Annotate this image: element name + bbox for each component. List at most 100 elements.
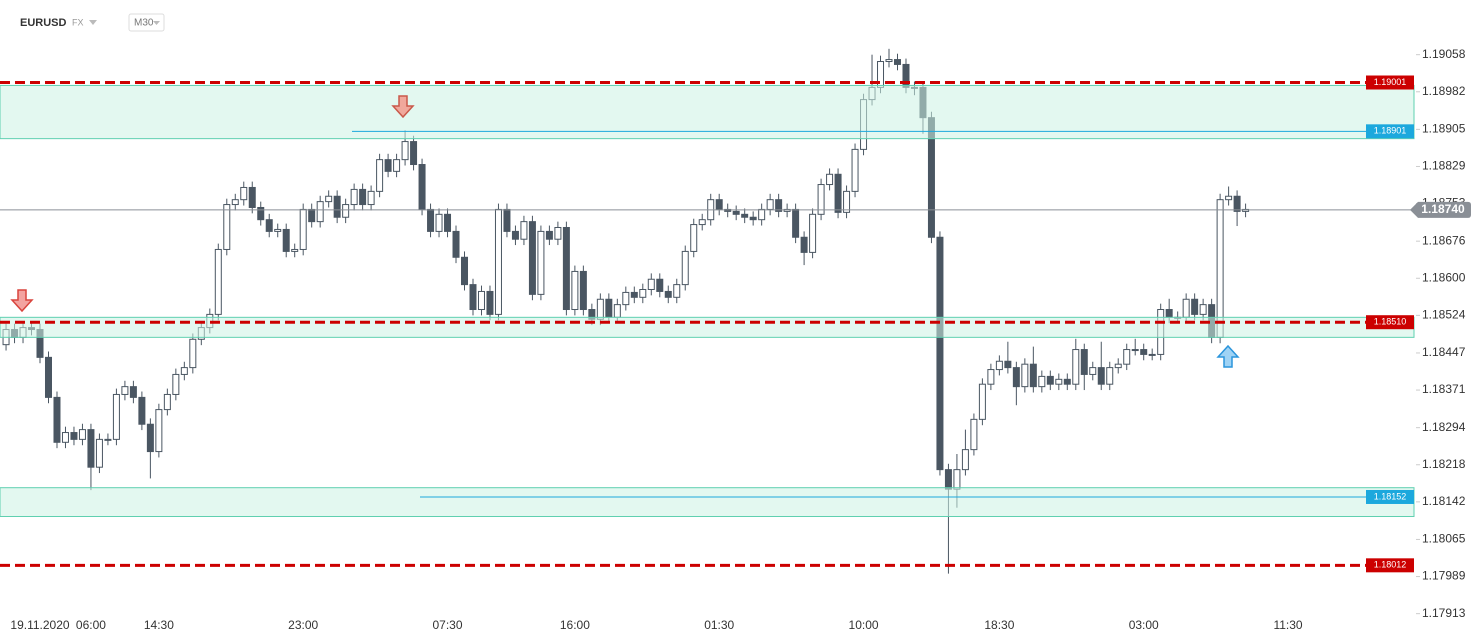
level-label-box xyxy=(1366,124,1414,139)
candle-body xyxy=(367,190,375,206)
candle-body xyxy=(673,284,681,298)
level-label: 1.18510 xyxy=(1374,317,1407,327)
candle-body xyxy=(308,208,316,223)
candle-body xyxy=(554,226,562,240)
candle-body xyxy=(1140,349,1148,355)
candle-body xyxy=(1216,199,1224,338)
candle-body xyxy=(1191,298,1199,315)
interval-caret xyxy=(153,21,160,25)
level-label-box xyxy=(1366,75,1414,90)
x-tick-label: 01:30 xyxy=(704,618,734,632)
candle-body xyxy=(214,248,222,315)
candle-body xyxy=(444,213,452,232)
candle-body xyxy=(61,432,69,443)
y-tick-label: 1.18447 xyxy=(1422,345,1466,359)
candle-body xyxy=(944,469,952,490)
candle-body xyxy=(231,199,239,206)
current-price-badge xyxy=(1410,201,1471,218)
x-tick-label: 14:30 xyxy=(144,618,174,632)
candle-body xyxy=(418,164,426,210)
candle-body xyxy=(1106,367,1114,385)
candle-body xyxy=(639,288,647,298)
candle-body xyxy=(223,204,231,250)
y-tick-label: 1.19058 xyxy=(1422,47,1466,61)
candle-body xyxy=(1123,349,1131,365)
candle-body xyxy=(384,159,392,172)
candle-body xyxy=(936,236,944,471)
interval[interactable]: M30 xyxy=(134,18,154,29)
x-tick-label: 07:30 xyxy=(433,618,463,632)
candle-body xyxy=(792,208,800,238)
candle-body xyxy=(1072,349,1080,385)
candle-body xyxy=(613,304,621,318)
candle-body xyxy=(630,291,638,298)
candle-body xyxy=(299,208,307,250)
candle-body xyxy=(1029,363,1037,388)
candle-body xyxy=(596,298,604,320)
candle-body xyxy=(376,159,384,192)
candle-body xyxy=(970,418,978,451)
candle-body xyxy=(1148,353,1156,356)
sell-arrow xyxy=(10,289,34,313)
candle-body xyxy=(579,270,587,311)
candle-body xyxy=(987,369,995,385)
candle-body xyxy=(350,188,358,206)
candle-body xyxy=(1004,360,1012,369)
candle-body xyxy=(1097,367,1105,385)
candle-body xyxy=(1080,349,1088,375)
x-tick-label: 19.11.2020 xyxy=(10,618,69,632)
zone xyxy=(0,316,1415,338)
candle-body xyxy=(494,208,502,315)
candle-body xyxy=(410,141,418,166)
candle-body xyxy=(359,188,367,206)
candle-body xyxy=(274,228,282,232)
candle-body xyxy=(477,290,485,311)
candle-body xyxy=(1046,375,1054,385)
level-label: 1.18901 xyxy=(1374,126,1407,136)
candle-body xyxy=(698,219,706,226)
candle-body xyxy=(1114,363,1122,369)
candle-body xyxy=(291,248,299,252)
candle-body xyxy=(545,230,553,240)
candle-body xyxy=(741,213,749,218)
level-label: 1.19001 xyxy=(1374,77,1407,87)
candle-body xyxy=(163,393,171,411)
candle-body xyxy=(622,291,630,306)
candle-body xyxy=(1233,195,1241,212)
candle-body xyxy=(800,236,808,253)
x-tick-label: 11:30 xyxy=(1273,618,1302,632)
candle-body xyxy=(469,284,477,311)
candle-body xyxy=(129,386,137,398)
candle-body xyxy=(893,59,901,65)
candle-body xyxy=(1055,378,1063,385)
candle-body xyxy=(265,219,273,232)
candle-body xyxy=(1182,298,1190,318)
symbol[interactable]: EURUSD xyxy=(20,17,67,29)
plot-area: 19.11.2020 06:00 14:30 23:00 07:30 16:00 01:30… xyxy=(0,47,1471,632)
candle-body xyxy=(817,184,825,215)
y-tick-label: 1.18600 xyxy=(1422,270,1466,284)
y-tick-label: 1.18829 xyxy=(1422,159,1466,173)
candle-body xyxy=(189,338,197,369)
x-tick-label: 23:00 xyxy=(288,618,318,632)
level-label-box xyxy=(1366,315,1414,330)
y-tick-label: 1.18982 xyxy=(1422,84,1466,98)
candle-body xyxy=(1199,304,1207,315)
candle-body xyxy=(180,367,188,375)
candle-body xyxy=(325,195,333,203)
candle-body xyxy=(401,141,409,161)
market: FX xyxy=(72,17,84,27)
candle-body xyxy=(452,230,460,258)
x-tick-label: 06:00 xyxy=(76,618,106,632)
candle-body xyxy=(70,432,78,440)
candle-body xyxy=(1021,363,1029,388)
symbol-caret[interactable] xyxy=(89,20,97,25)
candle-body xyxy=(562,226,570,311)
y-tick-label: 1.18524 xyxy=(1422,308,1466,322)
candle-body xyxy=(732,210,740,215)
candle-body xyxy=(316,201,324,223)
y-tick-label: 1.18676 xyxy=(1422,233,1466,247)
current-price-label: 1.18740 xyxy=(1421,202,1465,216)
candle-body xyxy=(851,148,859,192)
interval-button[interactable] xyxy=(128,13,165,32)
